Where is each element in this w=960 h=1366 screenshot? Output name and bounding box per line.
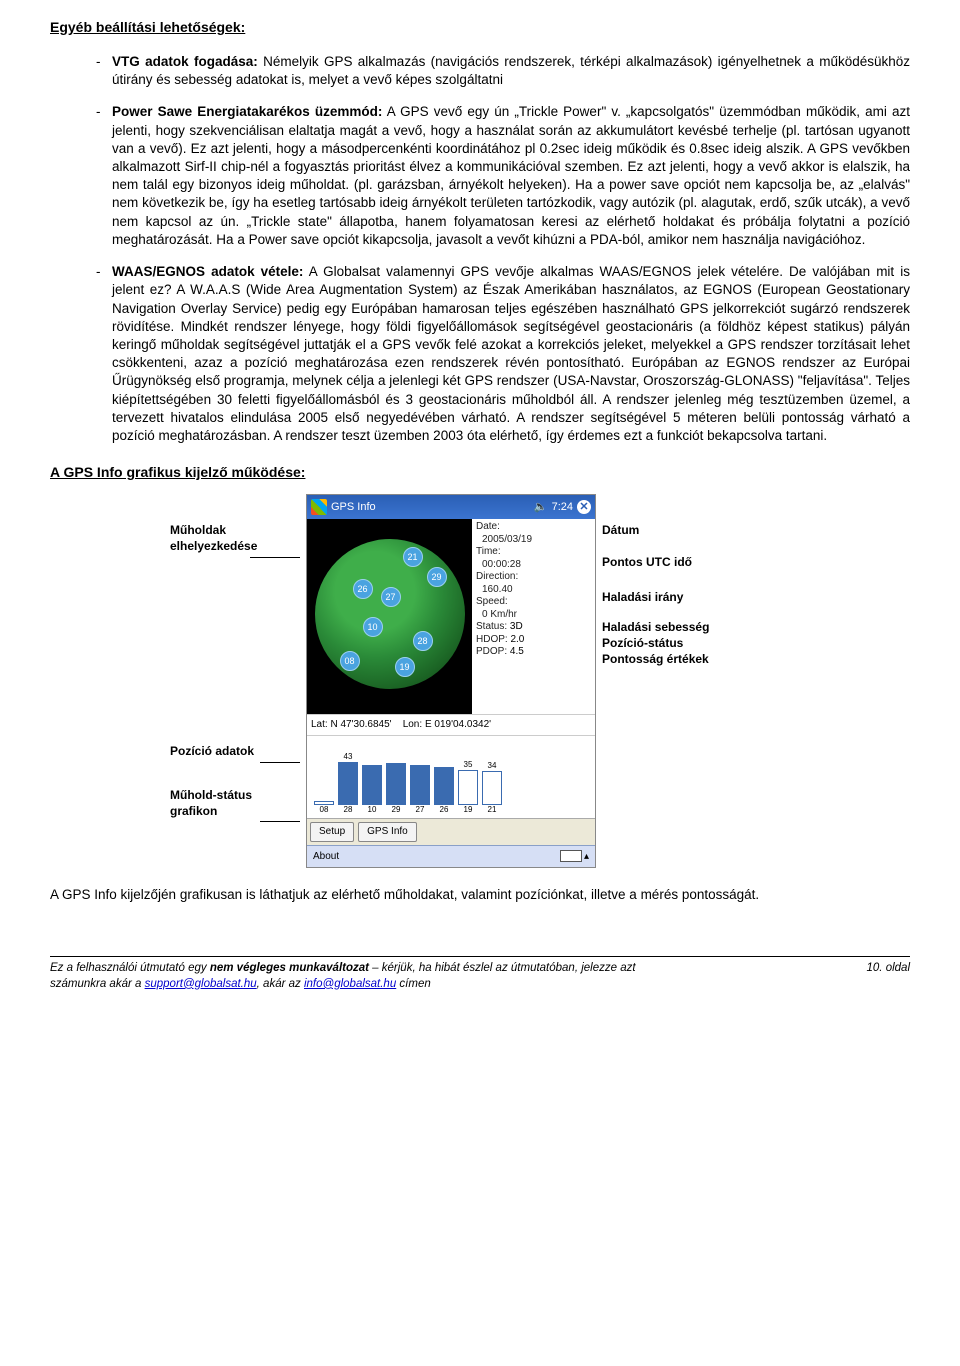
pdop-label: PDOP:	[476, 646, 507, 657]
satellite-dot: 28	[413, 631, 433, 651]
lat-label: Lat:	[311, 719, 328, 730]
footer-email-support[interactable]: support@globalsat.hu	[145, 978, 257, 990]
bullet-dash: -	[94, 103, 112, 249]
globe: 2129 26 27 10 28 08 19	[315, 539, 465, 689]
clock: 7:24	[552, 500, 573, 515]
time-label: Time:	[476, 546, 591, 559]
hdop-label: HDOP:	[476, 634, 508, 645]
label-bars: Műhold-státus grafikon	[170, 787, 300, 819]
label-date: Dátum	[602, 522, 742, 538]
bar-slot	[361, 755, 383, 805]
bar-slot: 34	[481, 761, 503, 805]
footer-text: címen	[396, 978, 431, 990]
footer-email-info[interactable]: info@globalsat.hu	[304, 978, 396, 990]
lon-label: Lon:	[403, 719, 422, 730]
prn-label: 10	[361, 805, 383, 816]
keyboard-icon[interactable]	[560, 850, 582, 862]
prn-label: 29	[385, 805, 407, 816]
satellite-dot: 19	[395, 657, 415, 677]
speed-label: Speed:	[476, 596, 591, 609]
speed-value: 0 Km/hr	[476, 609, 591, 622]
label-position: Pozíció adatok	[170, 743, 300, 759]
satellite-dot: 29	[427, 567, 447, 587]
dir-label: Direction:	[476, 571, 591, 584]
satellite-dot: 26	[353, 579, 373, 599]
bullet-lead: VTG adatok fogadása:	[112, 54, 258, 69]
status-value: 3D	[510, 621, 523, 632]
section-heading-gps: A GPS Info grafikus kijelző működése:	[50, 463, 910, 482]
date-value: 2005/03/19	[476, 534, 591, 547]
gps-info-figure: Műholdak elhelyezkedése Pozíció adatok M…	[170, 494, 790, 868]
page-footer: Ez a felhasználói útmutató egy nem végle…	[50, 956, 910, 992]
bar-slot	[433, 757, 455, 805]
bar-slot	[409, 755, 431, 805]
bullet-lead: Power Sawe Energiatakarékos üzemmód:	[112, 104, 382, 119]
speaker-icon	[534, 500, 548, 515]
latlon-row: Lat: N 47'30.6845' Lon: E 019'04.0342'	[307, 714, 595, 735]
globe-area: 2129 26 27 10 28 08 19	[307, 519, 472, 714]
chevron-up-icon: ▴	[584, 850, 589, 864]
date-label: Date:	[476, 521, 591, 534]
bullet-dash: -	[94, 263, 112, 445]
pdop-value: 4.5	[510, 646, 524, 657]
footer-text: , akár az	[257, 978, 304, 990]
bullet-text: A Globalsat valamennyi GPS vevője alkalm…	[112, 264, 910, 443]
pda-menubar: About ▴	[307, 845, 595, 867]
label-accuracy: Pontosság értékek	[602, 651, 742, 667]
lat-value: N 47'30.6845'	[330, 719, 391, 730]
bullet-text: A GPS vevő egy ún „Trickle Power" v. „ka…	[112, 104, 910, 247]
menu-about[interactable]: About	[313, 850, 339, 864]
label-status: Pozíció-státus	[602, 635, 742, 651]
label-time: Pontos UTC idő	[602, 554, 742, 570]
app-title: GPS Info	[331, 500, 376, 515]
bullet-dash: -	[94, 53, 112, 89]
button-row: Setup GPS Info	[307, 818, 595, 845]
figure-caption: A GPS Info kijelzőjén grafikusan is láth…	[50, 886, 910, 904]
prn-row: 0828102927261921	[307, 805, 595, 819]
bullet-item-waas: - WAAS/EGNOS adatok vétele: A Globalsat …	[50, 263, 910, 445]
bullet-item-vtg: - VTG adatok fogadása: Némelyik GPS alka…	[50, 53, 910, 89]
lon-value: E 019'04.0342'	[425, 719, 491, 730]
bullet-item-power: - Power Sawe Energiatakarékos üzemmód: A…	[50, 103, 910, 249]
satellite-dot: 21	[403, 547, 423, 567]
label-speed: Haladási sebesség	[602, 619, 742, 635]
bar-slot	[313, 791, 335, 805]
info-column: Date: 2005/03/19 Time: 00:00:28 Directio…	[472, 519, 595, 714]
time-value: 00:00:28	[476, 559, 591, 572]
label-direction: Haladási irány	[602, 589, 742, 605]
prn-label: 26	[433, 805, 455, 816]
bar-slot: 43	[337, 752, 359, 805]
prn-label: 28	[337, 805, 359, 816]
footer-text: Ez a felhasználói útmutató egy	[50, 962, 210, 974]
status-label: Status:	[476, 621, 507, 632]
label-sat-pos: Műholdak elhelyezkedése	[170, 522, 300, 554]
prn-label: 21	[481, 805, 503, 816]
close-icon: ✕	[577, 500, 591, 514]
pda-screenshot: GPS Info 7:24 ✕ 2129262710280819 Date: 2…	[306, 494, 596, 868]
bar-slot: 35	[457, 760, 479, 805]
section-heading: Egyéb beállítási lehetőségek:	[50, 18, 910, 37]
satellite-dot: 27	[381, 587, 401, 607]
bullet-lead: WAAS/EGNOS adatok vétele:	[112, 264, 303, 279]
page-number: 10. oldal	[867, 961, 910, 992]
prn-label: 27	[409, 805, 431, 816]
footer-text: – kérjük, ha hibát észlel az útmutatóban…	[369, 962, 636, 974]
setup-button[interactable]: Setup	[310, 822, 354, 842]
dir-value: 160.40	[476, 584, 591, 597]
gpsinfo-button[interactable]: GPS Info	[358, 822, 417, 842]
satellite-dot: 10	[363, 617, 383, 637]
prn-label: 19	[457, 805, 479, 816]
pda-titlebar: GPS Info 7:24 ✕	[307, 495, 595, 519]
signal-bars: 43 3534	[307, 735, 595, 805]
hdop-value: 2.0	[510, 634, 524, 645]
satellite-dot: 08	[340, 651, 360, 671]
prn-label: 08	[313, 805, 335, 816]
bar-slot	[385, 753, 407, 805]
footer-bold: nem végleges munkaváltozat	[210, 962, 369, 974]
footer-text: számunkra akár a	[50, 978, 145, 990]
windows-icon	[311, 499, 327, 515]
